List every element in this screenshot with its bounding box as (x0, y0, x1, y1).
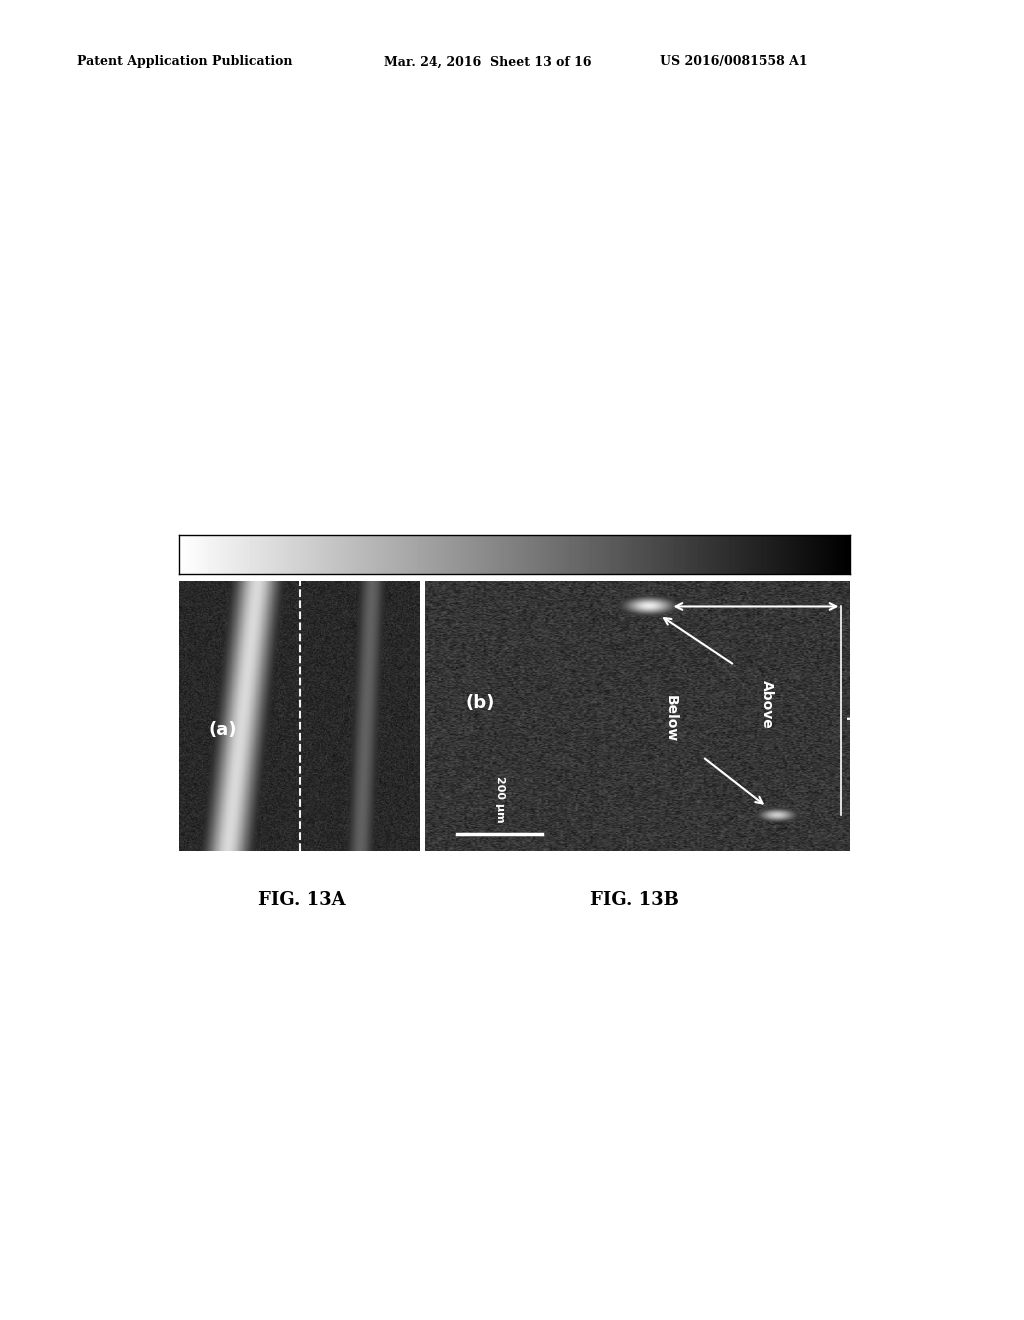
Text: Above: Above (760, 680, 774, 729)
Text: 700 μm: 700 μm (846, 685, 859, 738)
Text: 200 μm: 200 μm (495, 776, 505, 822)
Text: US 2016/0081558 A1: US 2016/0081558 A1 (660, 55, 808, 69)
Text: (b): (b) (466, 693, 495, 711)
Text: Below: Below (664, 694, 678, 742)
Text: FIG. 13B: FIG. 13B (591, 891, 679, 909)
Text: FIG. 13A: FIG. 13A (258, 891, 346, 909)
Text: Patent Application Publication: Patent Application Publication (77, 55, 292, 69)
Text: Mar. 24, 2016  Sheet 13 of 16: Mar. 24, 2016 Sheet 13 of 16 (384, 55, 592, 69)
Text: (a): (a) (208, 721, 237, 739)
